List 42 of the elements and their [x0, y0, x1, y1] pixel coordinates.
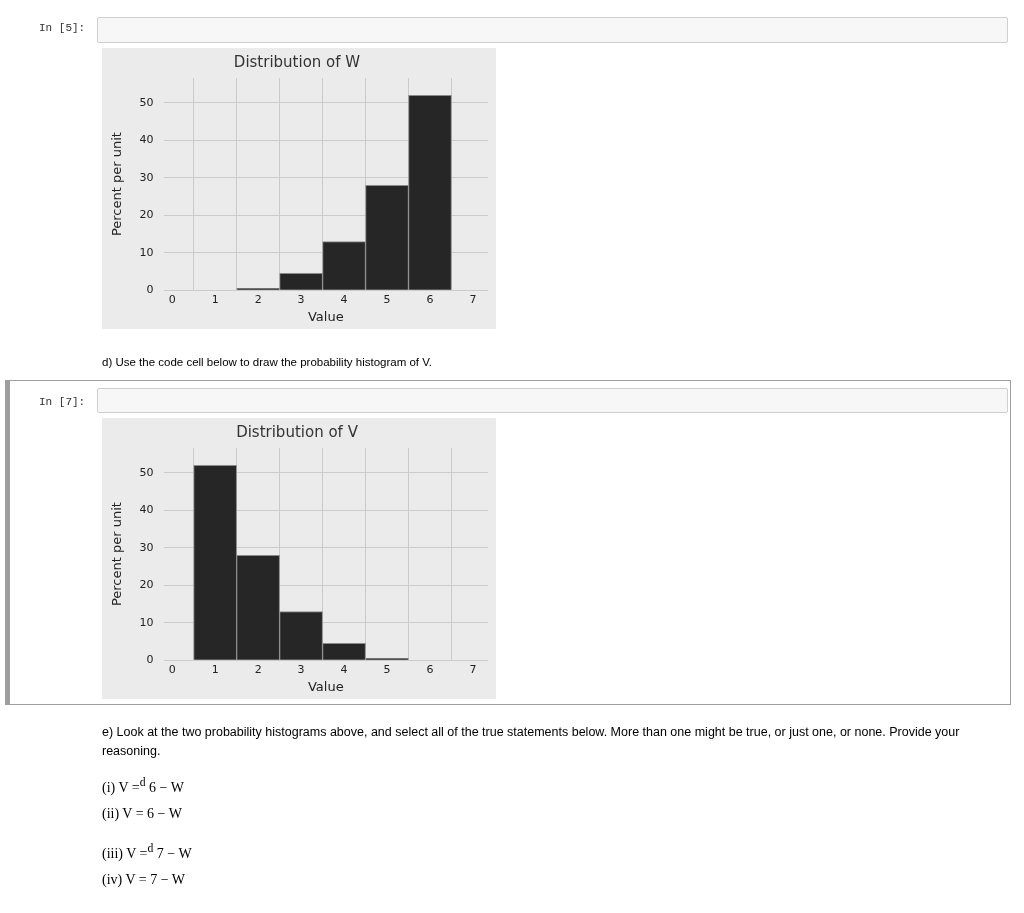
text: (iii) V =$^{d}$ 7 − W — [102, 842, 192, 862]
x-tick-label: 6 — [426, 662, 434, 676]
chart-title: Distribution of W — [233, 52, 361, 71]
x-tick-label: 1 — [211, 662, 219, 676]
x-axis-title: Value — [307, 678, 344, 694]
x-tick-label: 7 — [469, 292, 477, 306]
text: e) Look at the two probability histograms above, and select all of the true statements below. More than one might be true, or just one, or none. Provide your reasoning. — [102, 724, 961, 760]
y-axis-title: Percent per unit — [109, 502, 125, 607]
y-tick-label: 10 — [139, 245, 154, 259]
text: (ii) V = 6 − W — [102, 806, 182, 822]
x-tick-label: 2 — [254, 292, 262, 306]
x-tick-label: 5 — [383, 292, 391, 306]
y-axis-title: Percent per unit — [109, 132, 125, 237]
y-tick-label: 30 — [139, 540, 154, 554]
x-tick-label: 5 — [383, 662, 391, 676]
text: d) Use the code cell below to draw the probability histogram of V. — [102, 356, 433, 368]
x-tick-label: 7 — [469, 662, 477, 676]
x-tick-label: 6 — [426, 292, 434, 306]
y-tick-label: 50 — [139, 465, 154, 479]
y-tick-label: 30 — [139, 170, 154, 184]
text: (iv) V = 7 − W — [102, 872, 186, 888]
x-tick-label: 1 — [211, 292, 219, 306]
y-tick-label: 20 — [139, 208, 154, 222]
x-tick-label: 2 — [254, 662, 262, 676]
x-tick-label: 0 — [168, 662, 176, 676]
x-tick-label: 4 — [340, 292, 348, 306]
x-tick-label: 4 — [340, 662, 348, 676]
text: In [7]: — [39, 396, 86, 408]
chart-title: Distribution of V — [236, 422, 359, 441]
y-tick-label: 40 — [139, 133, 154, 147]
y-tick-label: 0 — [146, 653, 154, 667]
x-tick-label: 0 — [168, 292, 176, 306]
text: In [5]: — [39, 22, 86, 34]
y-tick-label: 20 — [139, 578, 154, 592]
x-tick-label: 3 — [297, 662, 305, 676]
y-tick-label: 40 — [139, 503, 154, 517]
y-tick-label: 10 — [139, 615, 154, 629]
y-tick-label: 50 — [139, 95, 154, 109]
text: (i) V =$^{d}$ 6 − W — [102, 776, 184, 796]
x-tick-label: 3 — [297, 292, 305, 306]
x-axis-title: Value — [307, 308, 344, 324]
y-tick-label: 0 — [146, 283, 154, 297]
